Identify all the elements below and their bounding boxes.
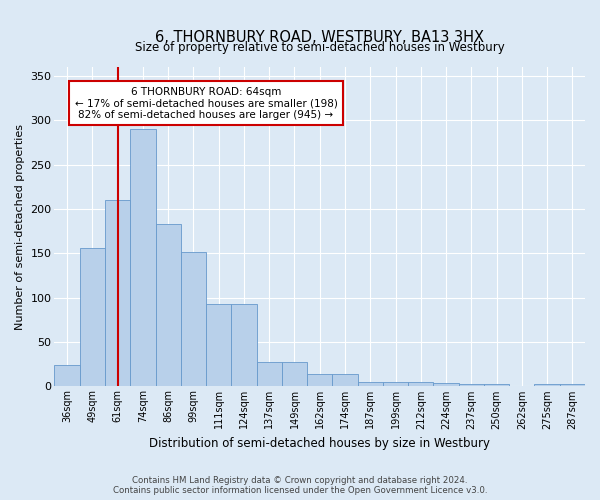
- X-axis label: Distribution of semi-detached houses by size in Westbury: Distribution of semi-detached houses by …: [149, 437, 490, 450]
- Bar: [383, 382, 408, 386]
- Y-axis label: Number of semi-detached properties: Number of semi-detached properties: [15, 124, 25, 330]
- Bar: [358, 382, 383, 386]
- Bar: [55, 365, 80, 386]
- Bar: [560, 384, 585, 386]
- Bar: [332, 374, 358, 386]
- Bar: [232, 304, 257, 386]
- Bar: [458, 384, 484, 386]
- Text: Contains HM Land Registry data © Crown copyright and database right 2024.
Contai: Contains HM Land Registry data © Crown c…: [113, 476, 487, 495]
- Bar: [484, 384, 509, 386]
- Bar: [206, 304, 232, 386]
- Bar: [105, 200, 130, 386]
- Title: 6, THORNBURY ROAD, WESTBURY, BA13 3HX: 6, THORNBURY ROAD, WESTBURY, BA13 3HX: [155, 30, 484, 45]
- Bar: [130, 129, 155, 386]
- Bar: [307, 374, 332, 386]
- Bar: [282, 362, 307, 386]
- Bar: [80, 248, 105, 386]
- Bar: [181, 252, 206, 386]
- Text: Size of property relative to semi-detached houses in Westbury: Size of property relative to semi-detach…: [135, 41, 505, 54]
- Bar: [408, 382, 433, 386]
- Bar: [155, 224, 181, 386]
- Bar: [433, 383, 458, 386]
- Text: 6 THORNBURY ROAD: 64sqm
← 17% of semi-detached houses are smaller (198)
82% of s: 6 THORNBURY ROAD: 64sqm ← 17% of semi-de…: [74, 86, 337, 120]
- Bar: [535, 384, 560, 386]
- Bar: [257, 362, 282, 386]
